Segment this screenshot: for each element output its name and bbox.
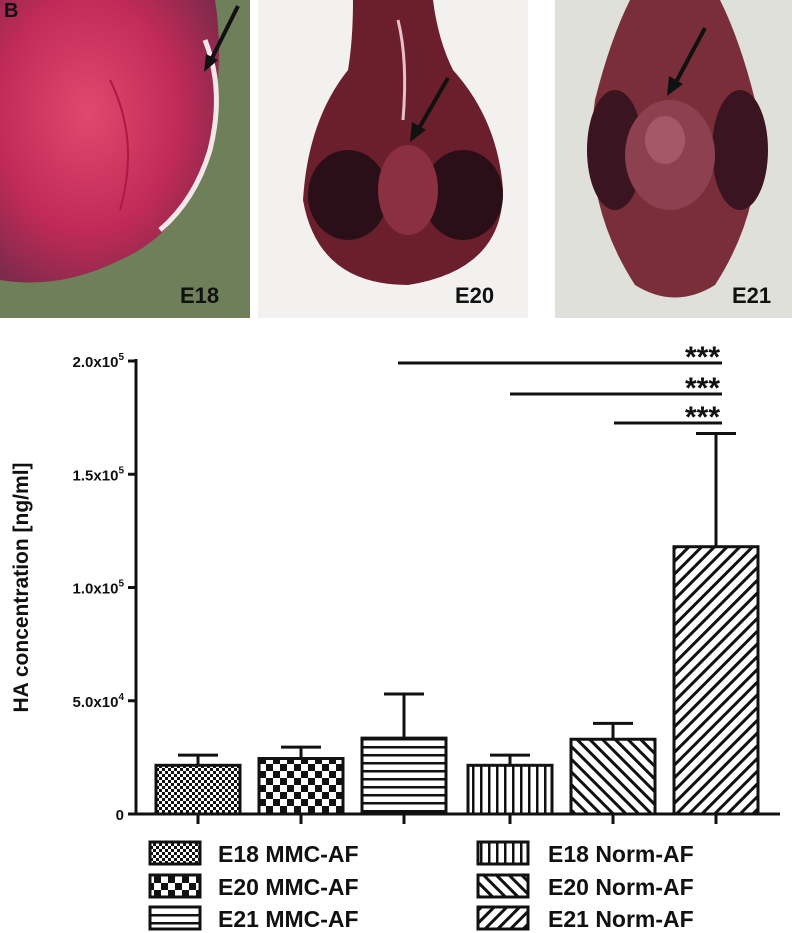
photo-label-e18: E18: [180, 283, 220, 308]
legend: E18 MMC-AF E20 MMC-AF E21 MMC-AF E18 Norm-A…: [148, 840, 694, 932]
photo-e20: [258, 0, 528, 318]
axes: 0 5.0x104 1.0x105 1.5x105 2.0x105 HA concentr…: [10, 352, 780, 824]
legend-swatch-1: [148, 840, 202, 866]
photo-e18-image: [0, 0, 250, 318]
significance-stars-3: ***: [685, 401, 720, 434]
significance-markers: *********: [398, 341, 722, 434]
photo-label-e20: E20: [455, 283, 495, 308]
y-tick-label: 5.0x104: [73, 692, 125, 711]
legend-label-1: E18 MMC-AF: [218, 841, 359, 867]
bars: [154, 431, 760, 824]
photo-e20-image: [258, 0, 528, 318]
legend-label-5: E20 Norm-AF: [548, 874, 694, 900]
bar-3: [360, 736, 448, 816]
y-tick-label: 0: [116, 807, 124, 824]
y-tick-label: 1.5x105: [73, 465, 125, 484]
y-axis-label: HA concentration [ng/ml]: [10, 462, 33, 712]
legend-swatch-2: [148, 873, 202, 899]
legend-swatch-3: [148, 905, 202, 931]
legend-label-6: E21 Norm-AF: [548, 906, 694, 932]
bar-2: [257, 757, 345, 816]
photo-e21: [555, 0, 792, 318]
photo-label-e21: E21: [732, 283, 772, 308]
y-tick-label: 2.0x105: [73, 352, 125, 371]
photo-e21-image: [555, 0, 792, 318]
legend-swatch-6: [476, 905, 530, 931]
legend-label-2: E20 MMC-AF: [218, 874, 359, 900]
bar-1: [154, 763, 242, 816]
bar-6: [672, 545, 760, 816]
legend-label-3: E21 MMC-AF: [218, 906, 359, 932]
bar-chart: 0 5.0x104 1.0x105 1.5x105 2.0x105 HA concentr…: [10, 341, 780, 932]
significance-stars-1: ***: [685, 341, 720, 374]
bar-4: [466, 763, 554, 816]
photo-e18: [0, 0, 250, 318]
y-tick-label: 1.0x105: [73, 579, 125, 598]
significance-stars-2: ***: [685, 372, 720, 405]
legend-label-4: E18 Norm-AF: [548, 841, 694, 867]
panel-letter: B: [4, 0, 19, 22]
legend-swatch-4: [476, 840, 530, 866]
legend-swatch-5: [476, 873, 530, 899]
bar-5: [569, 737, 657, 816]
